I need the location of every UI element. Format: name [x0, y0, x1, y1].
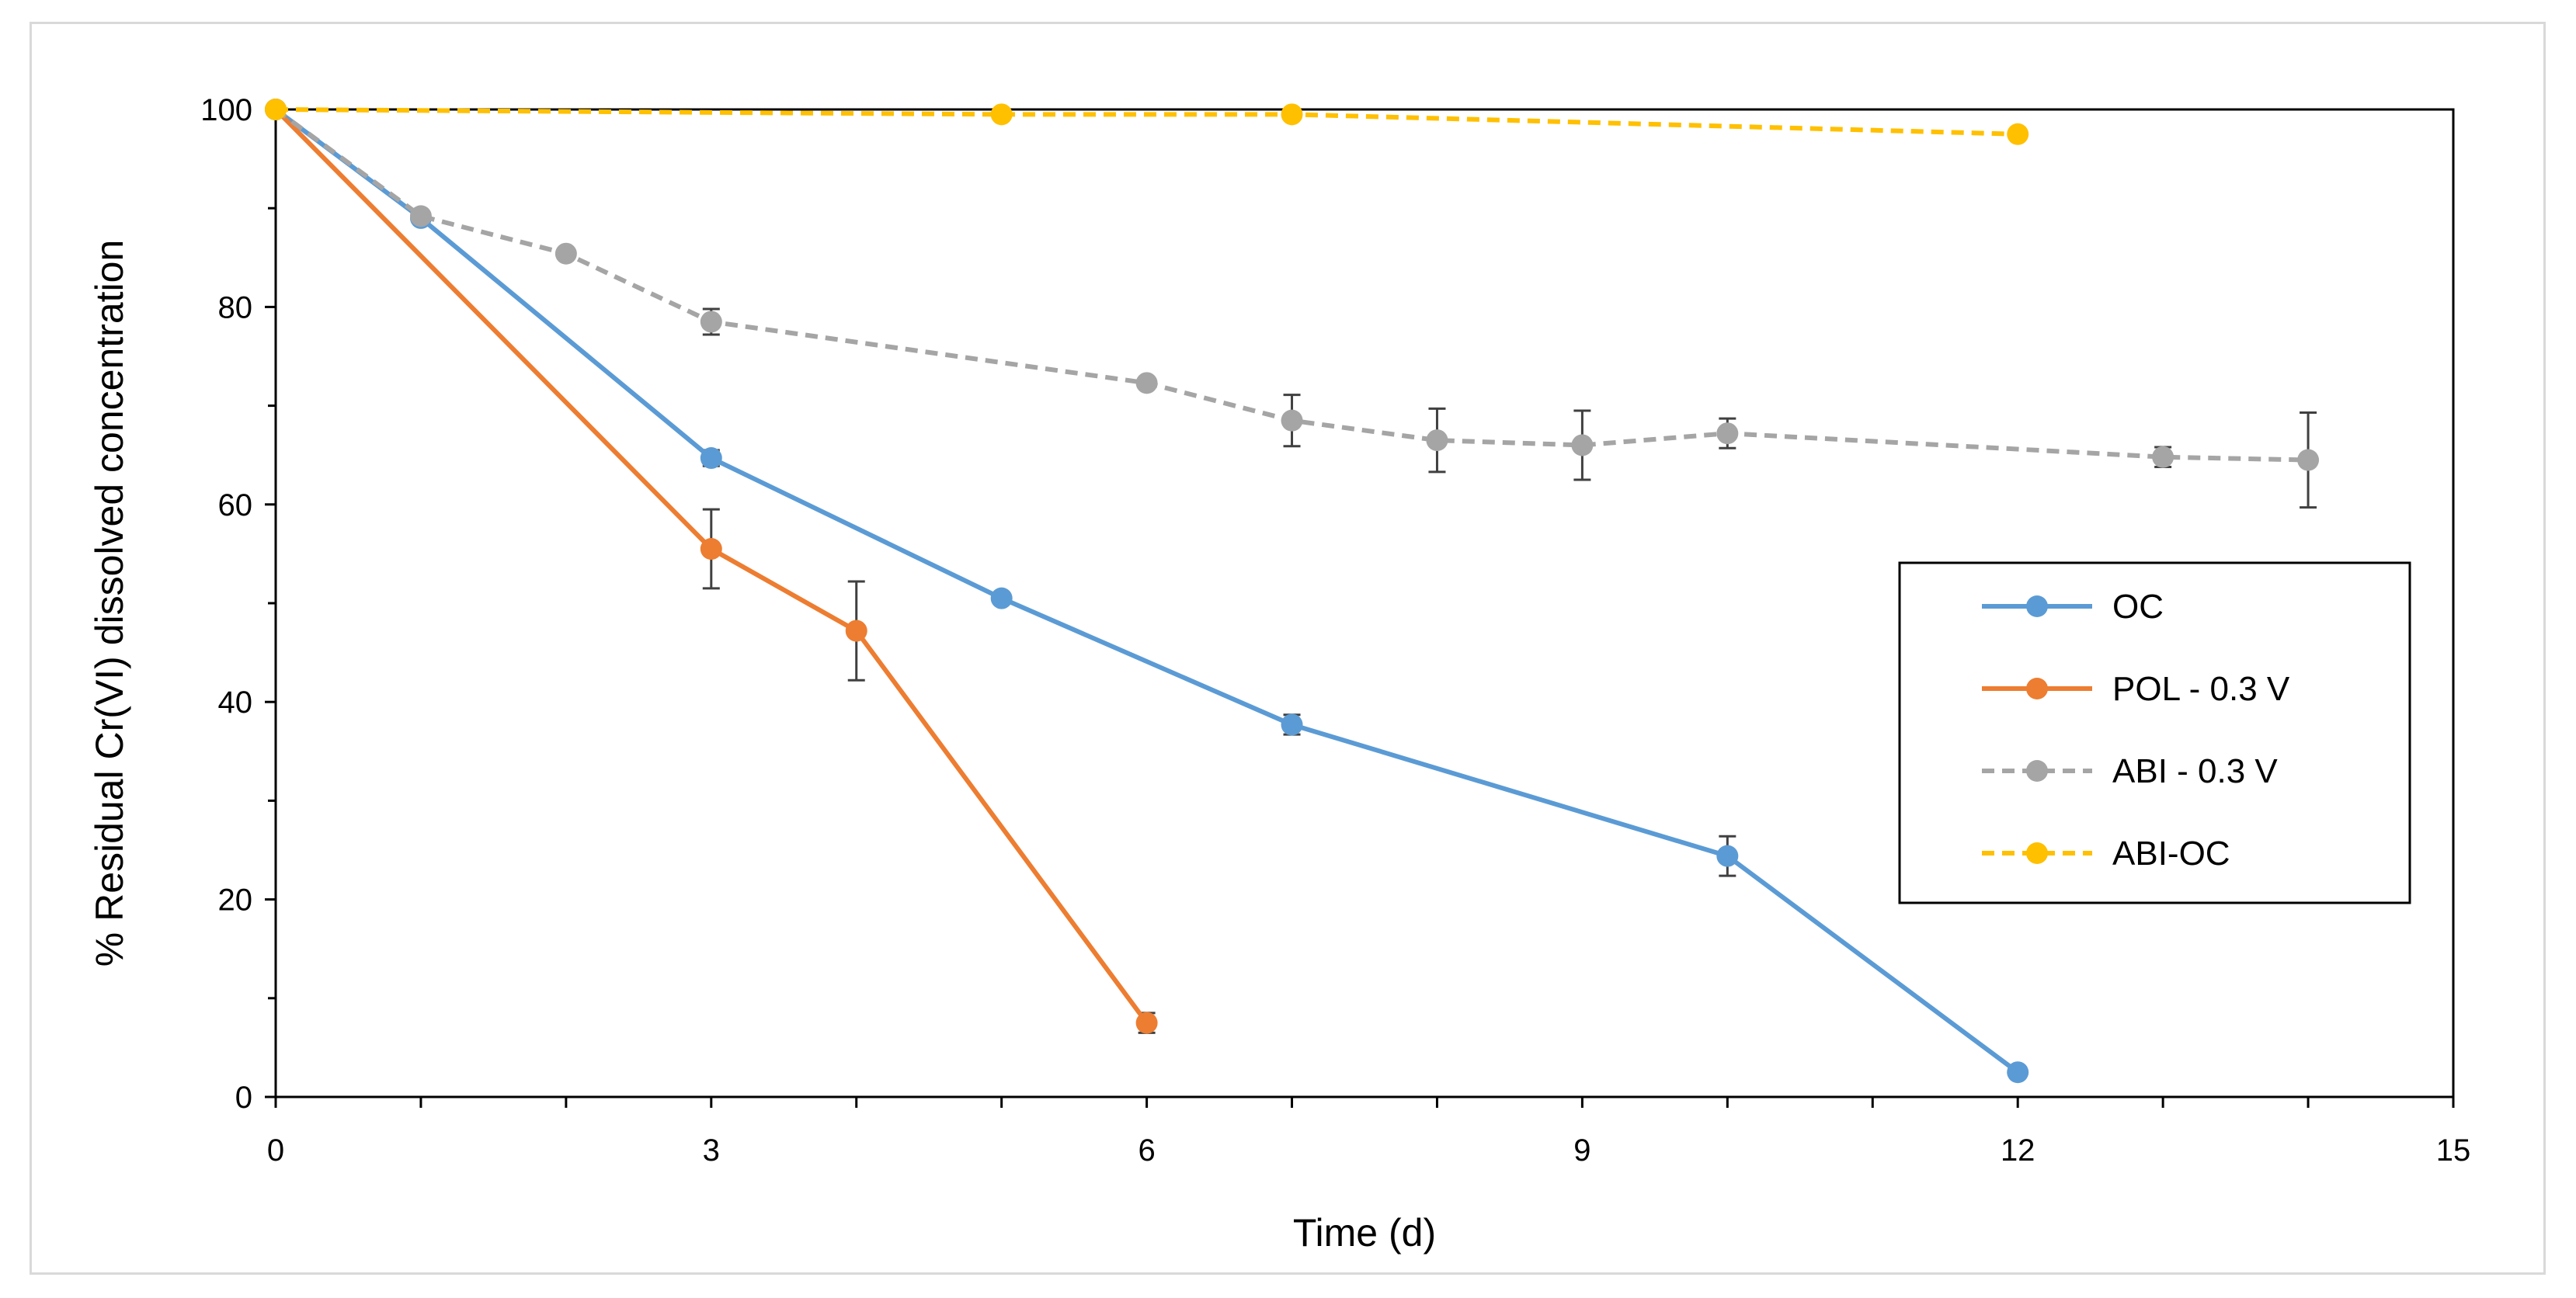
data-point-oc — [2007, 1061, 2029, 1084]
y-axis-ticks: 0 20 40 60 80 100 — [200, 93, 276, 1115]
data-point-abi-0-3-v — [2152, 446, 2174, 468]
data-point-abi-0-3-v — [1281, 409, 1303, 432]
legend-swatch-marker — [2026, 678, 2048, 699]
data-point-pol-0-3-v — [845, 620, 867, 642]
series-pol-0-3-v — [265, 99, 1158, 1034]
series-line-oc — [274, 107, 2019, 1074]
data-point-oc — [700, 447, 722, 470]
x-tick-label: 15 — [2436, 1133, 2471, 1168]
data-point-oc — [1716, 845, 1739, 867]
y-tick-label: 0 — [235, 1081, 252, 1115]
y-tick-label: 100 — [200, 93, 252, 127]
series-line-pol-0-3-v — [273, 107, 1149, 1025]
x-tick-label: 3 — [703, 1133, 720, 1168]
data-point-oc — [1281, 713, 1303, 736]
y-tick-label: 60 — [218, 488, 253, 522]
legend-item-oc: OC — [1982, 588, 2164, 626]
data-point-abi-0-3-v — [554, 242, 577, 265]
series-abi-0-3-v — [265, 99, 2320, 509]
data-point-abi-0-3-v — [1716, 422, 1739, 445]
legend-items: OC POL - 0.3 V ABI - 0.3 V ABI-OC — [1982, 588, 2290, 873]
legend-label: ABI - 0.3 V — [2112, 752, 2278, 790]
y-tick-label: 40 — [218, 685, 253, 720]
legend-item-pol-0-3-v: POL - 0.3 V — [1982, 670, 2290, 708]
data-point-abi-0-3-v — [1571, 434, 1594, 456]
data-point-abi-0-3-v — [1135, 372, 1158, 394]
data-point-abi-0-3-v — [1426, 429, 1448, 452]
y-tick-label: 20 — [218, 883, 253, 918]
series-layer — [265, 99, 2320, 1084]
legend-label: ABI-OC — [2112, 835, 2230, 873]
data-point-abi-0-3-v — [700, 311, 722, 333]
data-point-oc — [990, 587, 1013, 609]
data-point-pol-0-3-v — [700, 538, 722, 560]
legend-item-abi-0-3-v: ABI - 0.3 V — [1982, 752, 2278, 790]
data-point-pol-0-3-v — [1135, 1012, 1158, 1034]
data-point-abi-oc — [990, 103, 1013, 126]
x-axis-title: Time (d) — [1293, 1211, 1436, 1255]
legend-swatch-marker — [2026, 842, 2048, 864]
data-point-abi-oc — [265, 99, 287, 120]
y-tick-label: 80 — [218, 290, 253, 324]
legend-label: OC — [2112, 588, 2164, 626]
legend-swatch-marker — [2026, 760, 2048, 782]
x-tick-label: 6 — [1138, 1133, 1155, 1168]
data-point-abi-0-3-v — [2297, 449, 2320, 471]
legend-label: POL - 0.3 V — [2112, 670, 2290, 708]
legend-box — [1898, 561, 2411, 904]
series-abi-oc — [265, 99, 2029, 145]
x-tick-label: 9 — [1573, 1133, 1590, 1168]
series-line-abi-oc — [275, 107, 2018, 137]
y-axis-title: % Residual Cr(VI) dissolved concentratio… — [88, 240, 131, 967]
legend-swatch-marker — [2026, 595, 2048, 617]
x-axis-ticks: 0 3 6 9 12 15 — [267, 1097, 2470, 1168]
data-point-abi-0-3-v — [409, 205, 432, 227]
x-tick-label: 12 — [2001, 1133, 2035, 1168]
data-point-abi-oc — [2007, 123, 2029, 145]
legend: OC POL - 0.3 V ABI - 0.3 V ABI-OC — [1898, 561, 2411, 904]
x-tick-label: 0 — [267, 1133, 284, 1168]
legend-item-abi-oc: ABI-OC — [1982, 835, 2230, 873]
data-point-abi-oc — [1281, 103, 1303, 126]
